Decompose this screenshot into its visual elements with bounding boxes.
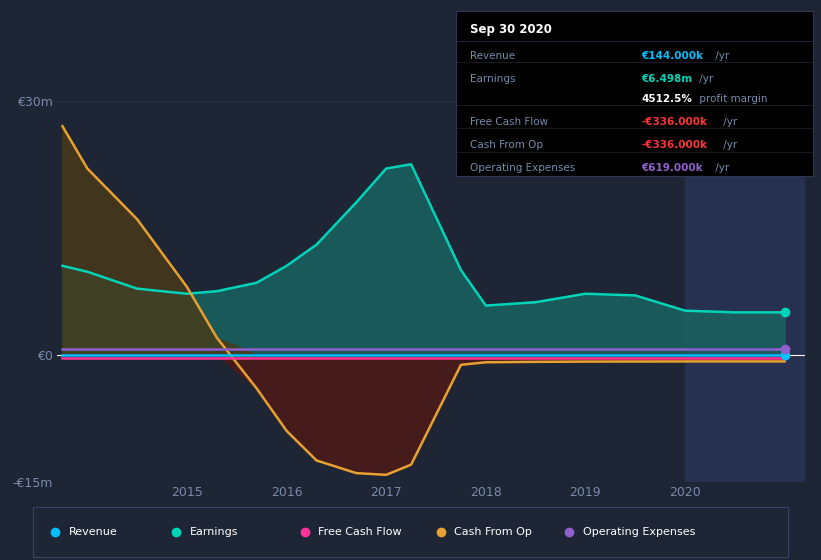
Bar <box>685 101 805 482</box>
Text: Earnings: Earnings <box>190 527 238 537</box>
Text: Revenue: Revenue <box>69 527 118 537</box>
Text: /yr: /yr <box>712 51 729 61</box>
Text: Free Cash Flow: Free Cash Flow <box>319 527 402 537</box>
Text: profit margin: profit margin <box>696 94 768 104</box>
Text: Free Cash Flow: Free Cash Flow <box>470 117 548 127</box>
Text: Revenue: Revenue <box>470 51 515 61</box>
Text: /yr: /yr <box>720 140 737 150</box>
Text: /yr: /yr <box>720 117 737 127</box>
Text: /yr: /yr <box>712 163 729 173</box>
Text: -€336.000k: -€336.000k <box>641 117 708 127</box>
Text: €6.498m: €6.498m <box>641 74 692 84</box>
Text: €144.000k: €144.000k <box>641 51 704 61</box>
Text: Cash From Op: Cash From Op <box>470 140 543 150</box>
Text: Cash From Op: Cash From Op <box>454 527 532 537</box>
Text: /yr: /yr <box>696 74 713 84</box>
Text: -€336.000k: -€336.000k <box>641 140 708 150</box>
Text: Sep 30 2020: Sep 30 2020 <box>470 23 552 36</box>
Text: Operating Expenses: Operating Expenses <box>583 527 695 537</box>
Text: €619.000k: €619.000k <box>641 163 703 173</box>
Text: 4512.5%: 4512.5% <box>641 94 692 104</box>
Text: Earnings: Earnings <box>470 74 516 84</box>
Text: Operating Expenses: Operating Expenses <box>470 163 576 173</box>
